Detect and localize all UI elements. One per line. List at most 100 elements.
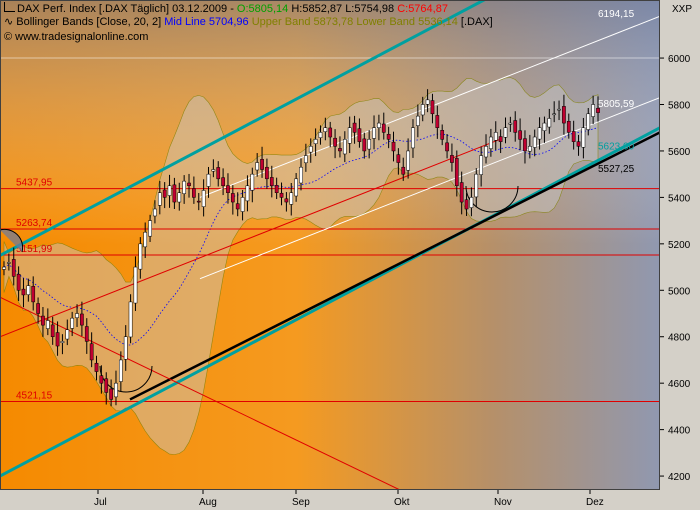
candle-body [557, 108, 561, 111]
candle-body [99, 375, 104, 384]
horizontal-level-label: 5263,74 [16, 218, 53, 229]
y-tick-label: 4400 [668, 426, 691, 437]
candle-body [518, 130, 522, 140]
candle-body [206, 173, 211, 187]
candle-body [328, 127, 333, 138]
price-label: 6194,15 [598, 9, 635, 20]
candle-body [138, 243, 143, 270]
channel-upper-line [0, 0, 488, 257]
candle-body [157, 192, 162, 206]
candle-body [571, 131, 576, 142]
candle-body [289, 192, 294, 205]
horizontal-level-label: 4521,15 [16, 390, 53, 401]
price-label: 5623,00 [598, 142, 635, 153]
y-tick-label: 6000 [668, 54, 691, 65]
x-tick-label: Dez [586, 497, 604, 508]
candle-body [401, 166, 406, 175]
candle-body [464, 199, 469, 210]
candle-body [84, 326, 89, 342]
candle-body [172, 184, 177, 203]
price-label: 5527,25 [598, 164, 635, 175]
candle-body [386, 133, 391, 140]
candle-body [576, 141, 581, 147]
bollinger-label: Bollinger Bands [Close, 20, 2] [16, 16, 162, 28]
candle-body [445, 142, 449, 152]
candle-body [196, 200, 201, 203]
candle-body [425, 99, 430, 105]
candle-body [50, 324, 55, 337]
candle-body [211, 169, 216, 172]
header-line-3: © www.tradesignalonline.com [4, 31, 148, 44]
candle-body [542, 122, 547, 131]
candle-body [469, 197, 474, 208]
candle-body [416, 115, 420, 126]
candle-body [294, 178, 298, 197]
price-label: 5805,59 [598, 99, 635, 110]
candle-body [250, 173, 255, 191]
candle-body [162, 189, 167, 198]
candle-body [55, 332, 60, 347]
candle-body [148, 220, 152, 237]
candle-body [523, 138, 527, 152]
candle-body [333, 137, 337, 147]
candle-body [566, 120, 571, 133]
candle-body [381, 123, 386, 133]
red-trend-down [0, 296, 401, 490]
candle-body [493, 132, 498, 141]
candle-body [508, 122, 513, 125]
candle-body [192, 188, 196, 198]
candle-body [133, 266, 138, 304]
y-tick-label: 5600 [668, 147, 691, 158]
candle-body [284, 198, 289, 203]
candle-body [552, 113, 557, 116]
candle-body [435, 115, 440, 128]
candle-body [338, 148, 342, 152]
candle-body [352, 122, 357, 133]
header-line-2: ∿ Bollinger Bands [Close, 20, 2] Mid Lin… [4, 16, 493, 29]
candle-body [581, 127, 586, 148]
candle-body [562, 106, 566, 124]
candle-body [260, 159, 264, 170]
candle-body [279, 192, 284, 198]
candle-body [60, 341, 65, 344]
candle-body [489, 136, 493, 149]
candle-body [89, 343, 94, 361]
instrument-tag: [.DAX] [460, 16, 493, 28]
channel-lower-line [0, 126, 660, 478]
candle-body [323, 127, 328, 132]
candle-body [109, 388, 113, 400]
candle-body [201, 190, 206, 207]
horizontal-level-label: 5151,99 [16, 244, 53, 255]
dax-icon [4, 2, 15, 12]
candle-body [114, 382, 118, 398]
y-tick-label: 5200 [668, 240, 691, 251]
candle-body [532, 136, 537, 148]
candle-body [128, 301, 133, 338]
candle-body [41, 315, 45, 326]
instrument-label: DAX Perf. Index [.DAX Täglich] 03.12.200… [17, 3, 234, 15]
candle-body [377, 122, 381, 128]
upper-band-value: Upper Band 5873,78 [251, 16, 354, 28]
candle-body [94, 362, 99, 372]
candle-body [245, 185, 250, 202]
y-tick-label: 4200 [668, 472, 691, 483]
bollinger-icon: ∿ [4, 16, 14, 28]
candle-body [70, 317, 75, 329]
candle-body [357, 128, 362, 142]
candle-body [230, 193, 235, 203]
candle-body [459, 182, 464, 203]
x-tick-label: Sep [292, 497, 310, 508]
candle-body [269, 177, 274, 187]
y-tick-label: 5000 [668, 286, 691, 297]
plot-frame [0, 0, 660, 490]
candle-body [221, 177, 225, 187]
candle-body [596, 107, 600, 113]
candle-body [80, 313, 84, 326]
red-trend-up [0, 138, 501, 338]
y-tick-label: 4800 [668, 333, 691, 344]
candle-body [304, 155, 308, 164]
copyright-text: © www.tradesignalonline.com [4, 31, 149, 43]
candle-body [420, 104, 425, 116]
y-tick-label: 5800 [668, 101, 691, 112]
